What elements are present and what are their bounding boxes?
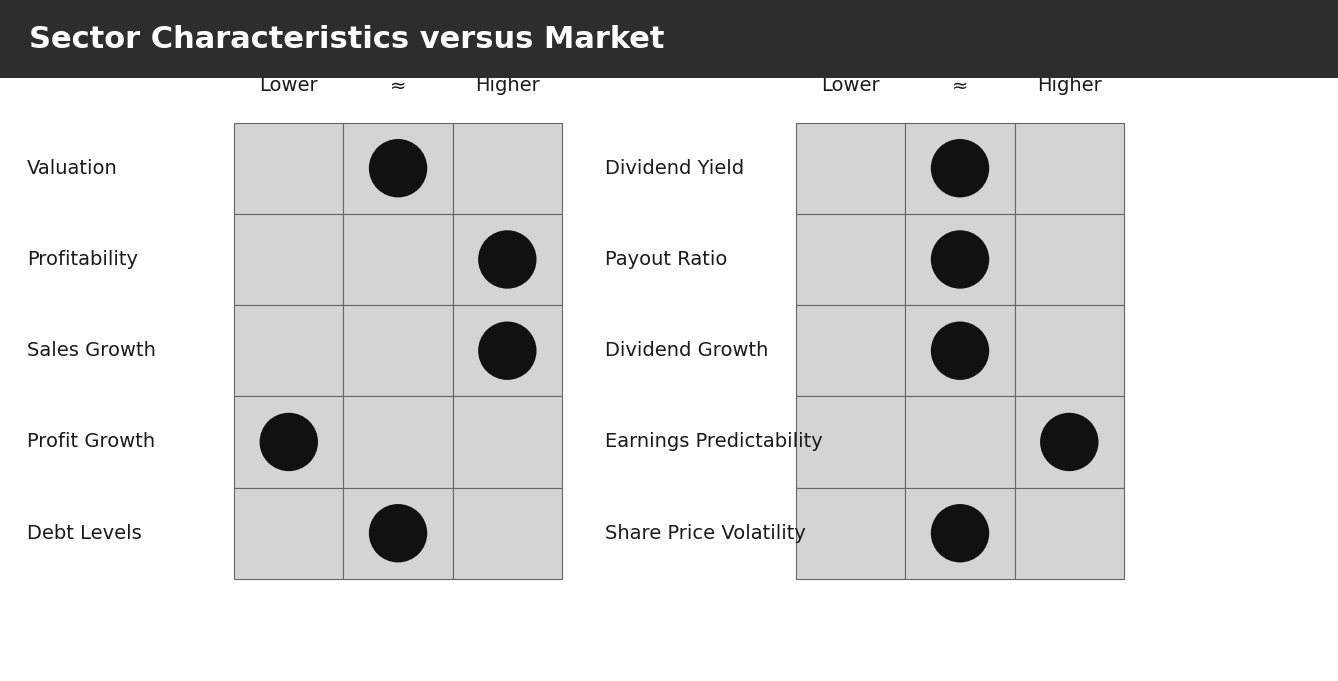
- Bar: [452, 123, 562, 214]
- Bar: [344, 305, 452, 396]
- Ellipse shape: [478, 321, 537, 380]
- Ellipse shape: [931, 321, 989, 380]
- Ellipse shape: [478, 230, 537, 289]
- Bar: [906, 488, 1014, 579]
- Bar: [0, 0, 1338, 78]
- Text: ≈: ≈: [389, 76, 407, 95]
- Bar: [796, 305, 906, 396]
- Text: Higher: Higher: [1037, 76, 1101, 95]
- Bar: [234, 396, 344, 488]
- Bar: [906, 396, 1014, 488]
- Bar: [234, 214, 344, 305]
- Text: Profitability: Profitability: [27, 250, 138, 269]
- Ellipse shape: [931, 504, 989, 563]
- Bar: [452, 305, 562, 396]
- Bar: [344, 488, 452, 579]
- Bar: [796, 488, 906, 579]
- Bar: [234, 123, 344, 214]
- Bar: [1014, 396, 1124, 488]
- Bar: [906, 123, 1014, 214]
- Text: Lower: Lower: [260, 76, 318, 95]
- Bar: [344, 396, 452, 488]
- Bar: [234, 488, 344, 579]
- Text: Payout Ratio: Payout Ratio: [605, 250, 727, 269]
- Bar: [452, 214, 562, 305]
- Bar: [1014, 488, 1124, 579]
- Text: Earnings Predictability: Earnings Predictability: [605, 432, 823, 452]
- Bar: [452, 488, 562, 579]
- Ellipse shape: [369, 139, 427, 197]
- Bar: [796, 396, 906, 488]
- Bar: [1014, 305, 1124, 396]
- Text: Profit Growth: Profit Growth: [27, 432, 155, 452]
- Ellipse shape: [260, 413, 318, 471]
- Text: Valuation: Valuation: [27, 159, 118, 178]
- Ellipse shape: [931, 230, 989, 289]
- Text: Sector Characteristics versus Market: Sector Characteristics versus Market: [29, 25, 665, 54]
- Bar: [796, 214, 906, 305]
- Bar: [1014, 123, 1124, 214]
- Bar: [906, 305, 1014, 396]
- Bar: [906, 214, 1014, 305]
- Bar: [796, 123, 906, 214]
- Text: ≈: ≈: [951, 76, 969, 95]
- Text: Dividend Growth: Dividend Growth: [605, 341, 768, 360]
- Ellipse shape: [1040, 413, 1098, 471]
- Text: Dividend Yield: Dividend Yield: [605, 159, 744, 178]
- Text: Lower: Lower: [822, 76, 880, 95]
- Text: Sales Growth: Sales Growth: [27, 341, 155, 360]
- Bar: [1014, 214, 1124, 305]
- Text: Debt Levels: Debt Levels: [27, 524, 142, 543]
- Ellipse shape: [369, 504, 427, 563]
- Bar: [344, 214, 452, 305]
- Ellipse shape: [931, 139, 989, 197]
- Text: Higher: Higher: [475, 76, 539, 95]
- Bar: [344, 123, 452, 214]
- Bar: [452, 396, 562, 488]
- Bar: [234, 305, 344, 396]
- Text: Share Price Volatility: Share Price Volatility: [605, 524, 805, 543]
